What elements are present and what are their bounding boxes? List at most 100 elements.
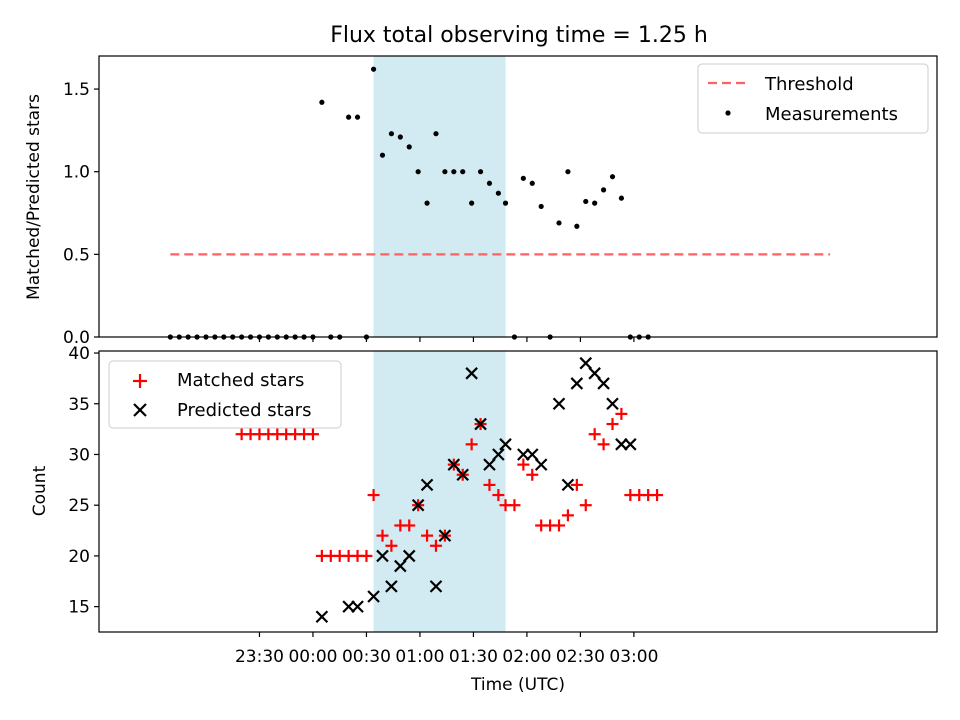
matched-star-point [553, 519, 566, 532]
predicted-star-b [517, 448, 530, 461]
measurement-point [346, 114, 352, 120]
predicted-star-b [597, 377, 610, 390]
bottom-x-tick-label: 02:30 [556, 647, 605, 667]
measurement-point [354, 114, 361, 120]
measurement-point [469, 200, 475, 206]
matched-star-point [651, 489, 664, 502]
matched-star-point [508, 499, 521, 512]
bottom-x-tick-label: 23:30 [235, 647, 284, 667]
matched-star-point [526, 468, 539, 481]
matched-star-point [465, 438, 478, 451]
predicted-star-b [499, 438, 512, 451]
measurement-point [415, 169, 421, 175]
top-y-tick-label: 1.5 [63, 80, 90, 100]
matched-star-point [385, 539, 398, 552]
measurement-point [433, 131, 439, 137]
predicted-star-b [588, 367, 601, 380]
matched-star-point [367, 489, 380, 502]
measurement-point [379, 152, 386, 158]
predicted-star-b [474, 417, 487, 431]
top-y-ticks: 0.0 0.5 1.0 1.5 [63, 80, 99, 348]
predicted-star-point [570, 377, 584, 390]
predicted-star-b [376, 549, 389, 563]
matched-star-point [492, 489, 505, 502]
predicted-star-point [624, 438, 637, 451]
predicted-star-b [606, 397, 619, 411]
predicted-star-point [525, 448, 539, 461]
measurement-point [477, 169, 484, 175]
matched-star-point [429, 539, 442, 552]
predicted-star-b [525, 448, 539, 461]
matched-star-point [306, 428, 319, 441]
matched-star-point [561, 509, 574, 522]
measurement-point [618, 195, 625, 201]
measurement-point [424, 200, 430, 206]
legend-measurements-swatch [725, 110, 731, 116]
predicted-star-b [570, 377, 584, 390]
matched-star-point [615, 407, 628, 420]
measurement-point [529, 180, 535, 186]
predicted-star-point [367, 590, 380, 603]
bottom-x-tick-label: 01:00 [395, 647, 444, 667]
predicted-star-point [376, 549, 389, 563]
predicted-star-b [385, 580, 398, 593]
top-axes-frame [98, 55, 938, 338]
predicted-star-b [411, 498, 425, 512]
predicted-star-point [579, 356, 593, 370]
predicted-star-b [367, 590, 380, 603]
matched-star-point [360, 549, 373, 562]
predicted-star-point [342, 600, 355, 613]
matched-star-point [376, 529, 389, 542]
bottom-y-tick-label: 30 [68, 445, 90, 465]
matched-star-point [606, 418, 619, 431]
bottom-y-tick-label: 35 [68, 395, 90, 415]
legend-predicted-label: Predicted stars [177, 400, 311, 421]
top-panel: 0.0 0.5 1.0 1.5 Matched/Predicted stars Thr… [24, 55, 938, 348]
predicted-star-b [561, 478, 575, 492]
predicted-star-b [342, 600, 355, 613]
measurement-point [574, 223, 580, 229]
predicted-star-b [624, 438, 637, 451]
legend-matched-swatch [133, 374, 147, 388]
measurement-point [442, 169, 448, 175]
bottom-x-tick-label: 00:00 [288, 647, 337, 667]
predicted-star-point [552, 397, 566, 411]
predicted-star-b [456, 468, 470, 482]
measurement-point [600, 187, 607, 193]
measurement-point [495, 190, 501, 196]
top-legend: Threshold Measurements [697, 63, 929, 134]
bottom-axes-frame [98, 350, 938, 633]
bottom-y-tick-label: 20 [68, 547, 90, 567]
bottom-legend: Matched stars Predicted stars [108, 360, 342, 429]
predicted-star-point [597, 377, 610, 390]
predicted-star-b [438, 529, 452, 542]
predicted-stars-points [315, 356, 637, 624]
bottom-y-tick-label: 40 [68, 344, 90, 364]
predicted-star-point [606, 397, 619, 411]
matched-star-point [570, 478, 583, 491]
bottom-y-tick-label: 15 [68, 598, 90, 618]
predicted-star-b [483, 458, 496, 471]
predicted-star-point [438, 529, 452, 542]
bottom-highlight-span [373, 351, 506, 632]
measurement-point [486, 180, 493, 186]
legend-matched-label: Matched stars [177, 370, 304, 391]
bottom-y-tick-label: 25 [68, 496, 90, 516]
bottom-legend-box [108, 360, 342, 429]
predicted-star-point [615, 438, 628, 451]
predicted-star-point [411, 498, 425, 512]
predicted-star-point [420, 478, 434, 492]
measurement-point [406, 144, 412, 150]
bottom-y-label: Count [30, 465, 50, 516]
predicted-star-b [351, 600, 364, 613]
predicted-star-b [394, 559, 407, 573]
predicted-star-b [447, 458, 461, 471]
top-x-ticks [258, 337, 635, 342]
predicted-star-b [492, 448, 505, 461]
predicted-star-point [474, 417, 487, 431]
predicted-star-point [447, 458, 461, 471]
predicted-star-b [429, 580, 443, 593]
matched-star-point [517, 458, 530, 471]
